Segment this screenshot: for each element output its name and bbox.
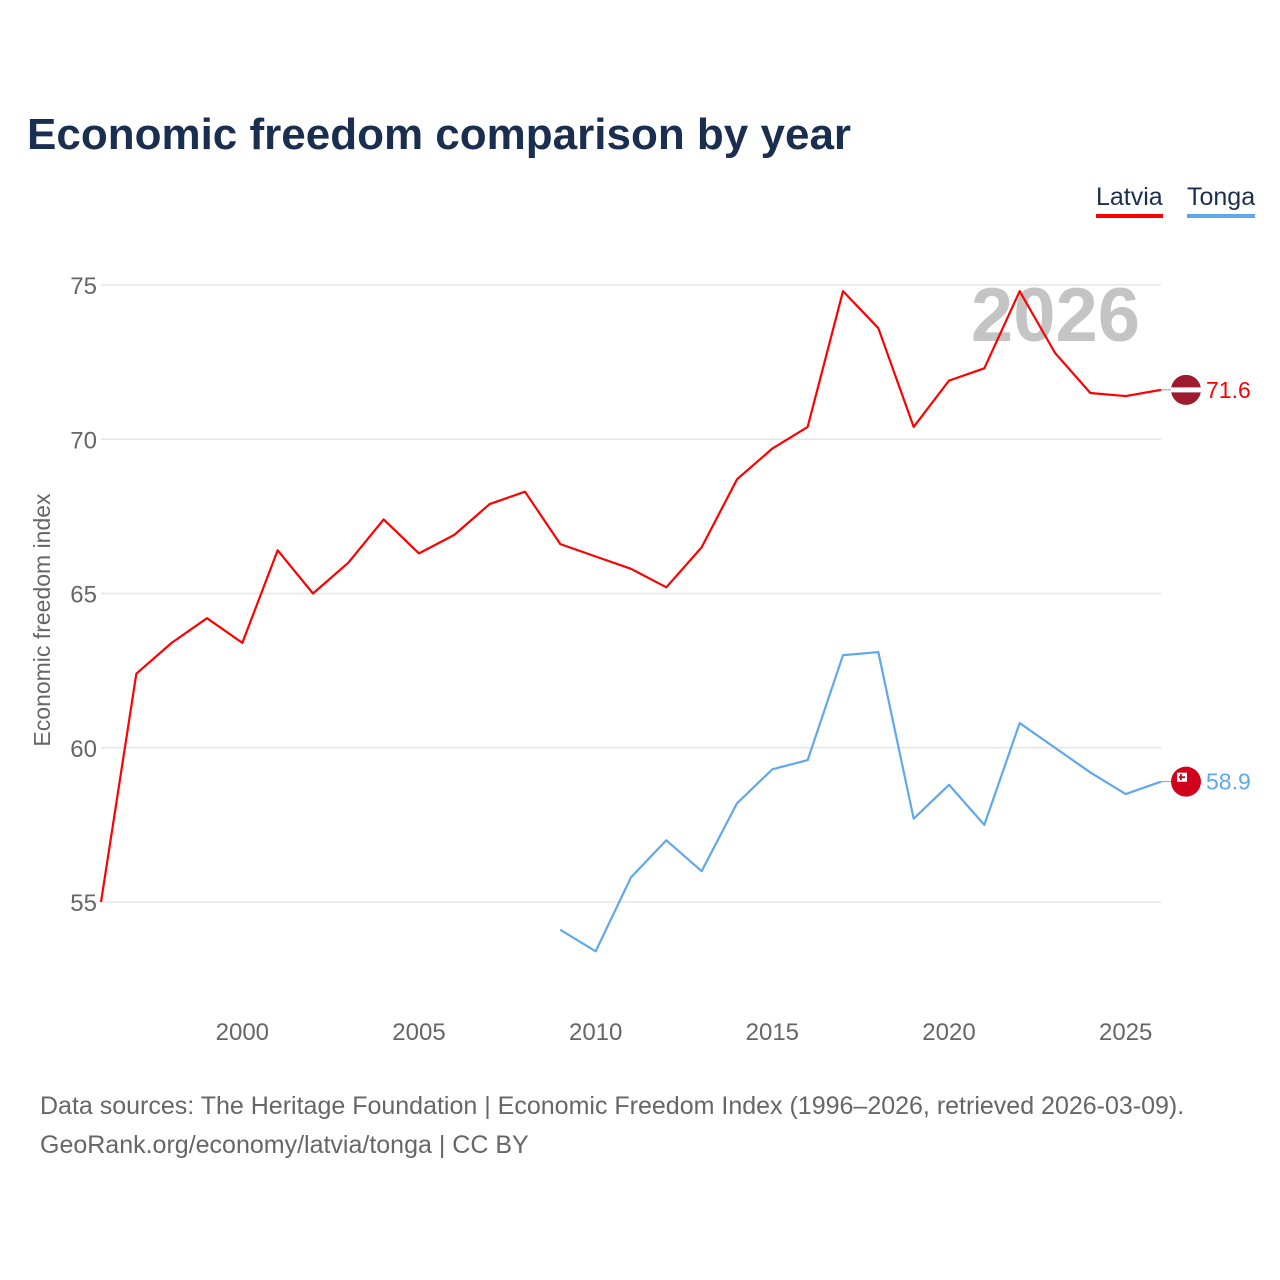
data-point-latvia <box>346 561 350 565</box>
end-value-label: 58.9 <box>1206 769 1251 795</box>
legend-tonga[interactable]: Tonga <box>1187 183 1256 218</box>
data-point-latvia <box>594 554 598 558</box>
data-point-tonga <box>947 783 951 787</box>
y-tick-label: 55 <box>70 890 97 917</box>
data-point-latvia <box>558 542 562 546</box>
data-point-tonga <box>806 758 810 762</box>
y-tick-label: 75 <box>70 273 97 300</box>
data-point-latvia <box>417 551 421 555</box>
x-tick-label: 2005 <box>392 1019 445 1046</box>
data-point-latvia <box>629 567 633 571</box>
source-line-1: Data sources: The Heritage Foundation | … <box>40 1092 1185 1120</box>
data-point-tonga <box>1018 721 1022 725</box>
data-point-latvia <box>876 326 880 330</box>
data-point-latvia <box>700 545 704 549</box>
data-point-latvia <box>770 447 774 451</box>
data-point-latvia <box>1124 394 1128 398</box>
data-point-tonga <box>594 949 598 953</box>
data-point-latvia <box>947 379 951 383</box>
data-point-latvia <box>311 592 315 596</box>
data-point-latvia <box>170 641 174 645</box>
y-axis-label: Economic freedom index <box>29 493 55 747</box>
data-point-latvia <box>1088 391 1092 395</box>
data-point-tonga <box>1124 792 1128 796</box>
data-point-latvia <box>488 502 492 506</box>
data-point-latvia <box>982 366 986 370</box>
x-tick-label: 2015 <box>746 1019 799 1046</box>
source-note: Data sources: The Heritage Foundation | … <box>40 1087 1184 1165</box>
data-point-tonga <box>629 875 633 879</box>
data-point-latvia <box>134 672 138 676</box>
data-point-latvia <box>912 425 916 429</box>
data-point-latvia <box>1053 351 1057 355</box>
x-tick-label: 2010 <box>569 1019 622 1046</box>
y-tick-label: 70 <box>70 427 97 454</box>
data-point-latvia <box>240 641 244 645</box>
x-tick-label: 2020 <box>922 1019 975 1046</box>
data-point-latvia <box>382 517 386 521</box>
data-point-tonga <box>876 650 880 654</box>
latvia-flag-stripe <box>1171 387 1201 393</box>
source-line-2[interactable]: GeoRank.org/economy/latvia/tonga | CC BY <box>40 1131 529 1159</box>
chart-title: Economic freedom comparison by year <box>27 110 852 159</box>
series-line-latvia <box>99 290 1162 903</box>
data-point-latvia <box>664 585 668 589</box>
data-point-latvia <box>1018 289 1022 293</box>
y-tick-label: 65 <box>70 582 97 609</box>
data-point-tonga <box>558 928 562 932</box>
data-point-tonga <box>700 869 704 873</box>
legend-latvia[interactable]: Latvia <box>1096 183 1163 218</box>
data-point-tonga <box>1053 746 1057 750</box>
year-watermark: 2026 <box>971 273 1140 358</box>
data-point-latvia <box>205 616 209 620</box>
data-point-latvia <box>841 289 845 293</box>
data-point-tonga <box>1088 770 1092 774</box>
data-point-tonga <box>664 838 668 842</box>
data-point-latvia <box>99 900 103 904</box>
x-tick-label: 2025 <box>1099 1019 1152 1046</box>
data-point-tonga <box>770 767 774 771</box>
series-line-tonga <box>559 651 1162 953</box>
data-point-latvia <box>806 425 810 429</box>
data-point-latvia <box>276 548 280 552</box>
data-point-tonga <box>912 817 916 821</box>
data-point-latvia <box>735 477 739 481</box>
x-tick-label: 2000 <box>216 1019 269 1046</box>
data-point-tonga <box>982 823 986 827</box>
data-point-latvia <box>523 490 527 494</box>
data-point-latvia <box>452 533 456 537</box>
y-tick-label: 60 <box>70 736 97 763</box>
data-point-tonga <box>841 653 845 657</box>
end-value-label: 71.6 <box>1206 377 1251 403</box>
tonga-flag-cross <box>1179 774 1185 781</box>
data-point-tonga <box>735 801 739 805</box>
